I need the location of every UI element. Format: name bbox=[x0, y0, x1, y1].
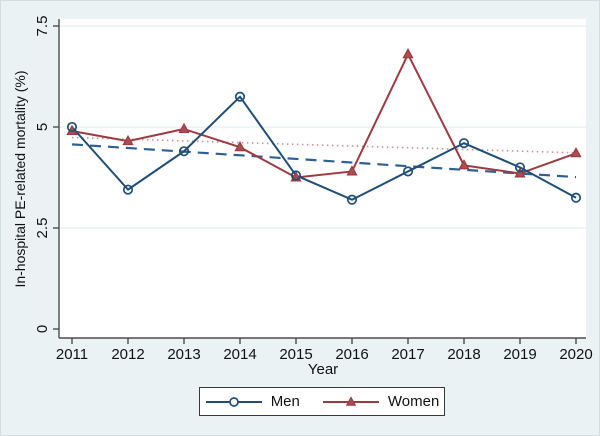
x-tick-label: 2016 bbox=[335, 346, 368, 363]
marker-women-2019 bbox=[514, 167, 526, 178]
y-tick-label: 0 bbox=[34, 325, 51, 333]
y-tick-label: 5 bbox=[34, 123, 51, 131]
marker-men-2013 bbox=[178, 146, 190, 157]
marker-men-2012 bbox=[122, 184, 134, 195]
series-line-men bbox=[71, 95, 577, 201]
y-axis-title: In-hospital PE-related mortality (%) bbox=[12, 70, 28, 288]
women-line-sample-icon bbox=[322, 395, 379, 406]
series-line-women bbox=[71, 53, 577, 179]
x-tick-label: 2020 bbox=[559, 346, 592, 363]
x-tick-label: 2012 bbox=[111, 346, 144, 363]
trend-line-men bbox=[71, 143, 577, 179]
y-tick-label: 7.5 bbox=[34, 16, 51, 37]
legend-label-women: Women bbox=[387, 393, 440, 410]
marker-men-2015 bbox=[290, 170, 302, 181]
marker-women-2017 bbox=[402, 48, 414, 59]
marker-women-2013 bbox=[178, 122, 190, 134]
legend-triangle-marker-icon bbox=[345, 395, 357, 406]
marker-men-2019 bbox=[514, 162, 526, 173]
x-tick-label: 2017 bbox=[391, 346, 424, 363]
x-tick-label: 2019 bbox=[503, 346, 536, 363]
legend-item-men: Men bbox=[205, 393, 300, 410]
marker-men-2020 bbox=[570, 192, 582, 203]
trend-line-women bbox=[71, 136, 577, 154]
marker-women-2016 bbox=[346, 165, 358, 176]
x-tick-label: 2018 bbox=[447, 346, 480, 363]
y-tick-label: 2.5 bbox=[34, 218, 51, 239]
x-tick-label: 2015 bbox=[279, 346, 312, 363]
legend-circle-marker-icon bbox=[228, 396, 239, 407]
plot-background bbox=[59, 19, 586, 338]
marker-men-2014 bbox=[234, 91, 246, 102]
marker-women-2020 bbox=[570, 147, 582, 158]
marker-women-2014 bbox=[234, 140, 246, 152]
marker-men-2018 bbox=[458, 138, 470, 149]
legend-item-women: Women bbox=[322, 393, 439, 410]
legend: Men Women bbox=[199, 387, 445, 416]
x-tick-label: 2013 bbox=[167, 346, 200, 363]
marker-women-2018 bbox=[458, 159, 470, 170]
x-tick-label: 2011 bbox=[56, 346, 88, 363]
marker-men-2011 bbox=[66, 121, 78, 133]
marker-men-2016 bbox=[346, 194, 358, 205]
marker-men-2017 bbox=[402, 166, 414, 177]
x-tick-label: 2014 bbox=[223, 346, 256, 363]
legend-label-men: Men bbox=[270, 393, 300, 410]
x-axis-title: Year bbox=[307, 361, 339, 378]
men-line-sample-icon bbox=[205, 396, 262, 407]
marker-women-2012 bbox=[122, 134, 134, 146]
